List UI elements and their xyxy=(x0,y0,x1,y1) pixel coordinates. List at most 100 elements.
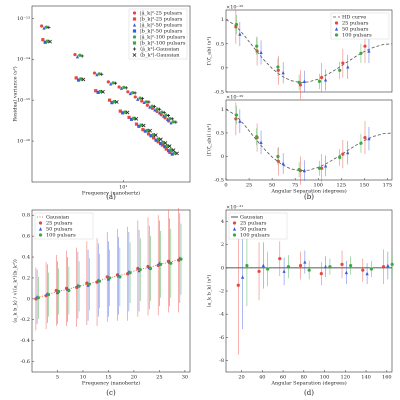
marker xyxy=(369,267,374,271)
marker xyxy=(238,32,242,36)
marker xyxy=(46,293,51,297)
marker xyxy=(158,107,162,111)
y-offset-label: ×10⁻²⁹ xyxy=(226,5,243,11)
marker xyxy=(303,260,307,264)
marker xyxy=(341,152,345,156)
marker xyxy=(152,104,157,109)
y-axis-label: Γ(ζ_ab) (s²) xyxy=(206,37,213,66)
y-tick-label: 0.6 xyxy=(22,234,30,240)
x-tick-label: 30 xyxy=(182,375,188,381)
x-tick-label: 120 xyxy=(341,375,351,381)
x-tick-label: 10¹ xyxy=(119,185,127,191)
marker xyxy=(340,262,344,266)
plot-frame xyxy=(225,99,393,181)
x-tick-label: 100 xyxy=(320,375,330,381)
y-axis-label: ⟨a_k b_k⟩ / √(⟨a_k²⟩⟨b_k²⟩) xyxy=(12,259,19,323)
marker xyxy=(105,275,109,279)
legend-swatch xyxy=(132,29,137,33)
legend-label: 100 pulsars xyxy=(342,33,372,39)
legend-box xyxy=(330,12,390,40)
x-tick-label: 140 xyxy=(361,375,371,381)
marker xyxy=(164,113,168,117)
marker xyxy=(139,123,143,127)
marker xyxy=(108,276,112,280)
marker xyxy=(234,22,239,27)
marker xyxy=(298,263,303,268)
legend-label: 100 pulsars xyxy=(240,233,270,239)
marker xyxy=(359,51,363,56)
marker xyxy=(173,151,177,155)
legend-label: 50 pulsars xyxy=(46,227,73,233)
marker xyxy=(40,24,44,28)
marker xyxy=(143,129,147,133)
marker xyxy=(129,117,134,121)
series-line xyxy=(225,109,393,172)
marker xyxy=(276,65,280,69)
marker xyxy=(101,89,105,94)
marker xyxy=(54,288,58,293)
y-offset-label: ×10⁻³¹ xyxy=(226,205,243,211)
marker xyxy=(42,26,46,30)
marker xyxy=(259,140,263,144)
legend-box xyxy=(128,8,188,60)
legend-swatch xyxy=(38,233,43,237)
legend-label: |ã_k|²-25 pulsars xyxy=(140,10,182,17)
marker xyxy=(245,263,249,268)
plot-frame xyxy=(31,209,191,373)
marker xyxy=(167,149,171,153)
marker xyxy=(106,80,110,84)
marker xyxy=(328,265,332,269)
legend-label: ⟨b̃_k²⟩-Gaussian xyxy=(140,51,180,58)
marker xyxy=(320,166,324,170)
marker xyxy=(47,25,51,29)
marker xyxy=(141,128,145,132)
marker xyxy=(361,268,365,272)
marker xyxy=(276,68,280,72)
legend-label: HD curve xyxy=(342,15,366,21)
marker xyxy=(163,141,168,145)
y-tick-label: 0.8 xyxy=(22,213,30,219)
legend-swatch xyxy=(232,221,237,225)
marker xyxy=(133,95,137,99)
legend-swatch xyxy=(232,233,237,237)
marker xyxy=(365,271,369,276)
legend-label: |ã_k|²-50 pulsars xyxy=(140,22,182,29)
y-tick-label: 0 xyxy=(221,154,224,160)
series-line xyxy=(36,258,180,299)
marker xyxy=(154,138,158,142)
y-tick-label: -2 xyxy=(219,289,224,295)
marker xyxy=(324,163,328,168)
marker xyxy=(320,75,324,80)
legend-label: |ã_k|²-100 pulsars xyxy=(140,34,186,41)
marker xyxy=(319,272,323,276)
marker xyxy=(136,266,140,271)
marker xyxy=(346,150,350,155)
legend-swatch xyxy=(38,221,43,225)
marker xyxy=(162,114,166,118)
legend-swatch xyxy=(132,53,137,57)
x-axis-label: Frequency (nanohertz) xyxy=(82,190,140,197)
y-tick-label: -0.5 xyxy=(214,90,224,96)
marker xyxy=(324,78,328,82)
y-tick-label: -0.6 xyxy=(20,359,30,365)
marker xyxy=(152,136,156,140)
marker xyxy=(297,168,301,172)
marker xyxy=(77,284,81,288)
legend-swatch xyxy=(232,227,237,231)
marker xyxy=(257,269,261,273)
panel-caption: (c) xyxy=(106,389,116,397)
marker xyxy=(255,135,259,139)
plot-frame xyxy=(225,9,393,93)
marker xyxy=(133,91,137,95)
x-tick-label: 80 xyxy=(301,375,307,381)
marker xyxy=(128,91,132,96)
marker xyxy=(109,81,113,86)
y-tick-label: 0.5 xyxy=(216,41,224,47)
y-axis-label: Residual variance (s²) xyxy=(12,66,19,121)
marker xyxy=(171,120,176,124)
marker xyxy=(349,263,353,268)
legend-label: |b̃_k|²-100 pulsars xyxy=(140,39,186,46)
marker xyxy=(344,270,348,275)
marker xyxy=(118,275,122,279)
y-tick-label: 0 xyxy=(221,65,224,71)
